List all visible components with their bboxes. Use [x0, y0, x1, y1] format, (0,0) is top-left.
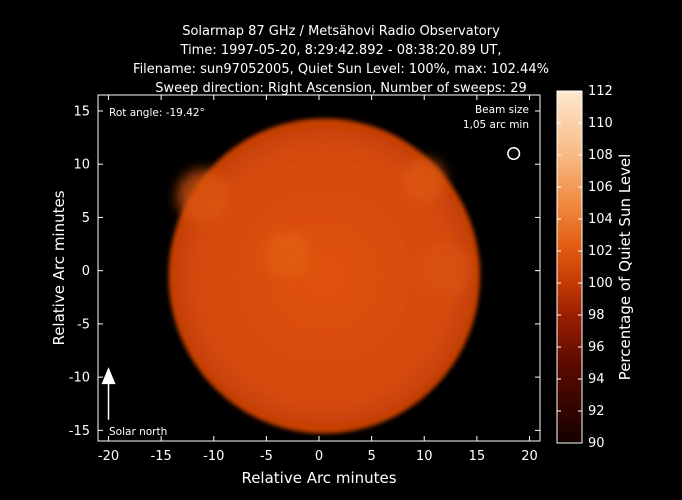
- colorbar-tick-label: 96: [588, 340, 605, 355]
- colorbar-tick-label: 108: [588, 148, 613, 163]
- y-axis-label: Relative Arc minutes: [50, 190, 68, 345]
- colorbar-tick-label: 94: [588, 372, 605, 387]
- solar-north-arrow: [101, 367, 116, 420]
- colorbar-tick-label: 100: [588, 276, 613, 291]
- x-tick-label: -20: [98, 449, 119, 464]
- colorbar-tick-label: 90: [588, 436, 605, 451]
- rot-angle-label: Rot angle: -19.42°: [109, 107, 205, 119]
- y-tick-label: 10: [73, 158, 90, 173]
- x-tick-label: -10: [203, 449, 224, 464]
- x-tick-label: 10: [416, 449, 433, 464]
- x-tick-label: -15: [151, 449, 172, 464]
- beam-size-circle: [507, 147, 521, 161]
- chart-title: Solarmap 87 GHz / Metsähovi Radio Observ…: [0, 22, 682, 98]
- colorbar-tick-label: 106: [588, 180, 613, 195]
- solar-disk: [168, 118, 481, 434]
- hot-spot: [264, 231, 311, 279]
- y-tick-label: -5: [77, 317, 90, 332]
- title-line-4: Sweep direction: Right Ascension, Number…: [155, 81, 527, 96]
- beam-size-value: 1,05 arc min: [463, 119, 529, 131]
- colorbar-tick-label: 110: [588, 116, 613, 131]
- hot-spot: [418, 244, 472, 298]
- x-axis-label: Relative Arc minutes: [241, 469, 396, 487]
- x-tick-label: 5: [367, 449, 375, 464]
- x-tick-label: 15: [469, 449, 486, 464]
- hot-spot: [403, 158, 446, 202]
- y-tick-label: -15: [69, 424, 90, 439]
- colorbar-tick-label: 102: [588, 244, 613, 259]
- colorbar-tick-label: 112: [588, 84, 613, 99]
- colorbar-label: Percentage of Quiet Sun Level: [616, 154, 634, 381]
- y-tick-label: 15: [73, 104, 90, 119]
- colorbar-ticks: 90 92 94 96 98 100 102 104 106 108 110 112: [557, 84, 613, 451]
- x-tick-label: -5: [260, 449, 273, 464]
- y-tick-label: -10: [69, 371, 90, 386]
- x-tick-label: 20: [521, 449, 538, 464]
- axis-ticks: -20 -15 -10 -5 0 5 10 15 20 -15 -10 -5 0 5 10 15: [69, 95, 540, 464]
- title-line-2: Time: 1997-05-20, 8:29:42.892 - 08:38:20…: [180, 43, 502, 58]
- y-tick-label: 5: [82, 211, 90, 226]
- title-line-1: Solarmap 87 GHz / Metsähovi Radio Observ…: [182, 24, 500, 39]
- x-tick-label: 0: [315, 449, 323, 464]
- title-line-3: Filename: sun97052005, Quiet Sun Level: …: [133, 62, 549, 77]
- colorbar-tick-label: 92: [588, 404, 605, 419]
- solar-north-label: Solar north: [109, 426, 167, 438]
- beam-size-label: Beam size: [475, 104, 529, 116]
- hot-spot: [176, 169, 230, 223]
- colorbar-tick-label: 98: [588, 308, 605, 323]
- y-tick-label: 0: [82, 264, 90, 279]
- colorbar: [556, 90, 583, 444]
- plot-area: [168, 118, 481, 434]
- colorbar-tick-label: 104: [588, 212, 613, 227]
